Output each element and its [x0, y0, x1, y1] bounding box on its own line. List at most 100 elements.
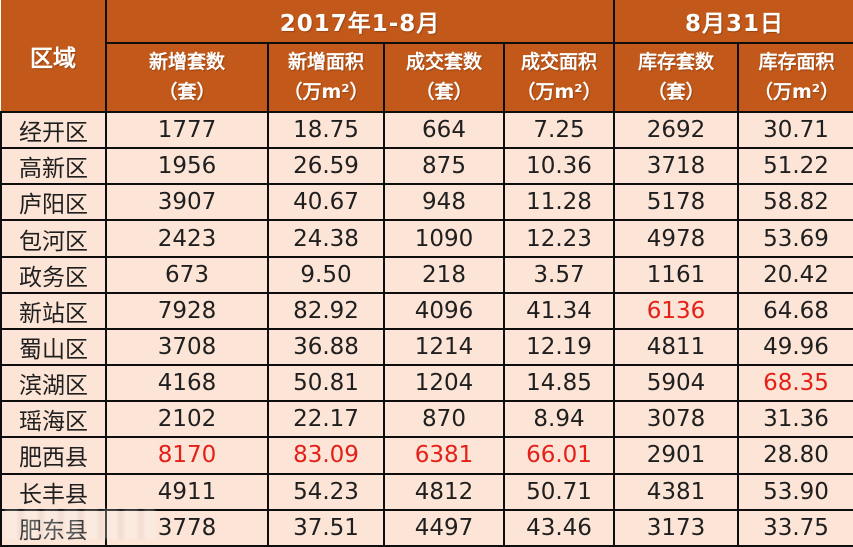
value-cell: 10.36: [502, 147, 616, 186]
region-cell: 瑶海区: [0, 400, 107, 439]
value-cell: 4381: [613, 472, 740, 511]
value-cell: 11.28: [502, 183, 616, 222]
region-cell: 肥西县: [0, 436, 107, 475]
value-cell: 7928: [105, 291, 269, 330]
value-cell: 3778: [105, 508, 269, 547]
table-row: 政务区 673 9.50 218 3.57 1161 20.42: [0, 255, 853, 294]
value-cell: 36.88: [267, 327, 385, 367]
value-cell: 3708: [105, 327, 269, 367]
value-cell: 1204: [383, 364, 505, 403]
value-cell: 1161: [613, 255, 740, 294]
value-cell: 1214: [383, 327, 505, 367]
value-cell: 41.34: [502, 291, 616, 330]
value-cell: 12.23: [502, 219, 616, 258]
table-header: 区域 2017年1-8月 8月31日 新增套数 （套） 新增面积 （万m²） 成…: [1, 0, 853, 113]
value-cell: 1090: [383, 219, 505, 258]
column-header-line1: 成交面积: [521, 51, 598, 74]
column-header-stock-area: 库存面积 （万m²）: [737, 42, 853, 113]
value-cell: 49.96: [737, 327, 853, 367]
column-header-line1: 库存套数: [638, 51, 715, 74]
value-cell: 18.75: [267, 110, 385, 150]
column-header-line1: 成交套数: [405, 51, 482, 74]
table-row: 蜀山区 3708 36.88 1214 12.19 4811 49.96: [0, 327, 853, 367]
value-cell: 3078: [613, 400, 740, 439]
value-cell: 64.68: [737, 291, 853, 330]
region-cell: 长丰县: [0, 472, 107, 511]
value-cell: 40.67: [267, 183, 385, 222]
corner-header-cell: 区域: [1, 0, 107, 113]
value-cell: 5904: [613, 364, 740, 403]
value-cell: 1956: [105, 147, 269, 186]
value-cell: 4811: [613, 327, 740, 367]
value-cell: 26.59: [267, 147, 385, 186]
value-cell: 7.25: [502, 110, 616, 150]
region-cell: 政务区: [0, 255, 107, 294]
value-cell: 6136: [613, 291, 740, 330]
region-cell: 滨湖区: [0, 364, 107, 403]
table-row: 瑶海区 2102 22.17 870 8.94 3078 31.36: [0, 400, 853, 439]
value-cell: 83.09: [267, 436, 385, 475]
table-row: 经开区 1777 18.75 664 7.25 2692 30.71: [0, 110, 853, 150]
value-cell: 54.23: [267, 472, 385, 511]
value-cell: 1777: [105, 110, 269, 150]
value-cell: 4978: [613, 219, 740, 258]
value-cell: 68.35: [737, 364, 853, 403]
column-header-line1: 新增套数: [148, 51, 225, 74]
value-cell: 3718: [613, 147, 740, 186]
value-cell: 31.36: [737, 400, 853, 439]
column-header-line2: （万m²）: [516, 80, 602, 103]
table-row: 庐阳区 3907 40.67 948 11.28 5178 58.82: [0, 183, 853, 222]
group-header-2017: 2017年1-8月: [104, 0, 616, 44]
value-cell: 33.75: [737, 508, 853, 547]
value-cell: 28.80: [737, 436, 853, 475]
table-row: 肥西县 8170 83.09 6381 66.01 2901 28.80: [0, 436, 853, 475]
column-header-line1: 库存面积: [758, 51, 835, 74]
value-cell: 66.01: [502, 436, 616, 475]
value-cell: 3907: [105, 183, 269, 222]
value-cell: 4911: [105, 472, 269, 511]
column-header-sold-units: 成交套数 （套）: [383, 42, 505, 113]
region-cell: 高新区: [0, 147, 107, 186]
value-cell: 2423: [105, 219, 269, 258]
value-cell: 3173: [613, 508, 740, 547]
value-cell: 82.92: [267, 291, 385, 330]
region-cell: 蜀山区: [0, 327, 107, 367]
value-cell: 875: [383, 147, 505, 186]
region-cell: 庐阳区: [0, 183, 107, 222]
table-body: 经开区 1777 18.75 664 7.25 2692 30.71 高新区 1956 26…: [0, 110, 853, 547]
region-cell: 经开区: [0, 110, 107, 150]
value-cell: 3.57: [502, 255, 616, 294]
value-cell: 43.46: [502, 508, 616, 547]
value-cell: 37.51: [267, 508, 385, 547]
table-row: 新站区 7928 82.92 4096 41.34 6136 64.68: [0, 291, 853, 330]
value-cell: 218: [383, 255, 505, 294]
column-header-line2: （万m²）: [753, 80, 840, 103]
region-cell: 包河区: [0, 219, 107, 258]
region-cell: 新站区: [0, 291, 107, 330]
table-row: 滨湖区 4168 50.81 1204 14.85 5904 68.35: [0, 364, 853, 403]
column-header-line1: 新增面积: [287, 51, 364, 74]
column-header-sold-area: 成交面积 （万m²）: [502, 42, 616, 113]
value-cell: 664: [383, 110, 505, 150]
value-cell: 24.38: [267, 219, 385, 258]
value-cell: 51.22: [737, 147, 853, 186]
table-row: 高新区 1956 26.59 875 10.36 3718 51.22: [0, 147, 853, 186]
table-row: 长丰县 4911 54.23 4812 50.71 4381 53.90: [0, 472, 853, 511]
value-cell: 20.42: [737, 255, 853, 294]
value-cell: 4812: [383, 472, 505, 511]
column-header-line2: （套）: [647, 80, 705, 103]
column-header-new-units: 新增套数 （套）: [105, 42, 269, 113]
value-cell: 2692: [613, 110, 740, 150]
column-header-line2: （套）: [415, 80, 473, 103]
value-cell: 50.71: [502, 472, 616, 511]
column-header-new-area: 新增面积 （万m²）: [267, 42, 385, 113]
value-cell: 8.94: [502, 400, 616, 439]
value-cell: 30.71: [737, 110, 853, 150]
region-cell: 肥东县: [0, 508, 107, 547]
value-cell: 4096: [383, 291, 505, 330]
value-cell: 6381: [383, 436, 505, 475]
value-cell: 14.85: [502, 364, 616, 403]
value-cell: 8170: [105, 436, 269, 475]
column-header-line2: （套）: [158, 80, 216, 103]
